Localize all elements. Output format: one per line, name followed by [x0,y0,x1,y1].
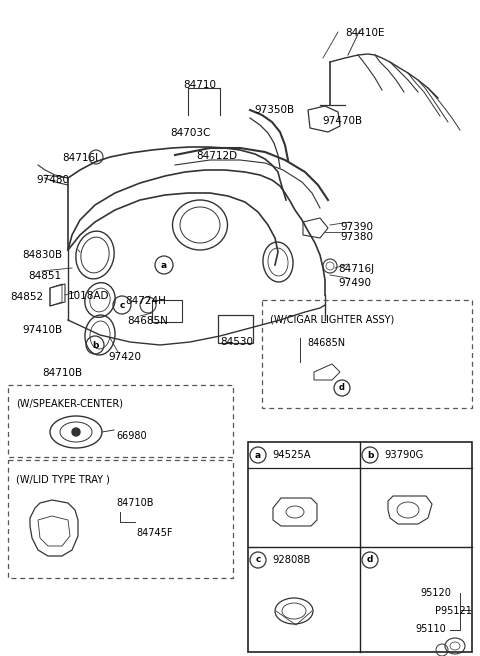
Text: 97480: 97480 [36,175,69,185]
Text: 94525A: 94525A [272,450,311,460]
Text: P95121: P95121 [435,606,472,616]
Text: 1018AD: 1018AD [68,291,109,301]
Text: (W/CIGAR LIGHTER ASSY): (W/CIGAR LIGHTER ASSY) [270,314,394,324]
Bar [262,300,472,408]
Text: 84710: 84710 [183,80,216,90]
Bar [248,442,472,652]
Text: 84710B: 84710B [42,368,82,378]
Text: 66980: 66980 [116,431,146,441]
Bar [218,315,253,343]
Text: 84716I: 84716I [62,153,98,163]
Circle shape [72,428,80,436]
Text: (W/SPEAKER-CENTER): (W/SPEAKER-CENTER) [16,399,123,409]
Bar [8,385,233,457]
Text: 84716J: 84716J [338,264,374,274]
Text: 95110: 95110 [415,624,446,634]
Text: 97490: 97490 [338,278,371,288]
Text: 97470B: 97470B [322,116,362,126]
Bar [8,460,233,578]
Text: 95120: 95120 [420,588,451,598]
Text: 97350B: 97350B [254,105,294,115]
Text: 84724H: 84724H [125,296,166,306]
Text: 97390: 97390 [340,222,373,232]
Text: c: c [255,556,261,565]
Text: 97380: 97380 [340,232,373,242]
Text: 97410B: 97410B [22,325,62,335]
Text: d: d [339,384,345,392]
Bar [152,300,182,322]
Text: d: d [367,556,373,565]
Text: c: c [120,300,125,310]
Text: 84712D: 84712D [196,151,237,161]
Text: 84851: 84851 [28,271,61,281]
Text: 84710B: 84710B [116,498,154,508]
Text: b: b [92,340,98,350]
Text: 84530: 84530 [220,337,253,347]
Text: (W/LID TYPE TRAY ): (W/LID TYPE TRAY ) [16,474,110,484]
Text: 84410E: 84410E [345,28,384,38]
Text: 84830B: 84830B [22,250,62,260]
Text: 93790G: 93790G [384,450,423,460]
Text: b: b [367,451,373,459]
Text: a: a [255,451,261,459]
Text: 84685N: 84685N [307,338,345,348]
Text: 92808B: 92808B [272,555,311,565]
Text: 84703C: 84703C [170,128,210,138]
Text: 97420: 97420 [108,352,141,362]
Text: 84745F: 84745F [136,528,172,538]
Text: 84685N: 84685N [127,316,168,326]
Text: 84852: 84852 [10,292,43,302]
Text: a: a [161,260,167,270]
